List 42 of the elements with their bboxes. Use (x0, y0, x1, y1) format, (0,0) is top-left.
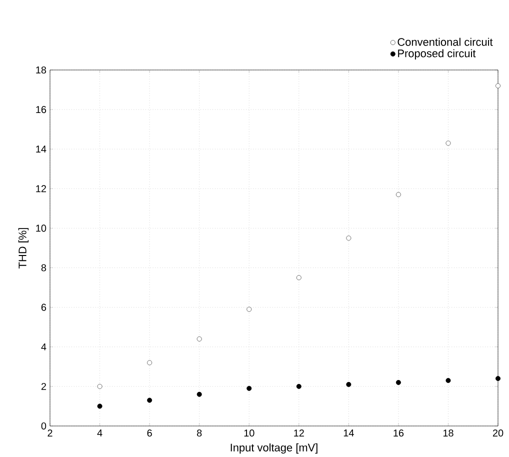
point (346, 236, 352, 241)
x-tick-label: 20 (492, 430, 504, 437)
point (196, 392, 202, 397)
x-tick-label: 6 (147, 430, 152, 437)
x-tick-label: 8 (197, 430, 202, 437)
point (97, 384, 102, 389)
x-axis-title: Input voltage [mV] (230, 443, 318, 454)
x-tick-label: 18 (443, 430, 454, 437)
point (496, 83, 501, 88)
point (346, 382, 352, 387)
point (196, 336, 202, 342)
x-tick-label: 14 (344, 430, 354, 436)
point (97, 404, 102, 409)
y-tick-label: 4 (41, 343, 46, 350)
point (246, 386, 252, 391)
x-tick-label: 16 (394, 430, 404, 437)
y-tick-label: 14 (36, 146, 46, 153)
x-tick-label: 12 (294, 430, 304, 436)
point (296, 275, 302, 280)
point (446, 140, 451, 146)
y-tick-label: 10 (36, 224, 46, 232)
point (396, 380, 401, 386)
point (296, 384, 302, 389)
x-tick-label: 4 (97, 430, 102, 436)
legend-label: Conventional circuit (398, 38, 493, 46)
x-tick-label: 10 (244, 430, 254, 437)
y-tick-label: 6 (41, 304, 46, 311)
legend-label: Proposed circuit (398, 49, 476, 60)
y-tick-label: 16 (36, 106, 46, 114)
y-axis-title: THD [%] (18, 228, 29, 268)
point (147, 398, 152, 403)
y-tick-label: 18 (36, 66, 46, 74)
y-tick-label: 0 (41, 422, 46, 430)
y-tick-label: 12 (36, 185, 46, 192)
point (446, 378, 451, 384)
point (496, 376, 501, 382)
y-tick-label: 2 (41, 382, 46, 390)
point (396, 192, 401, 198)
point (147, 360, 152, 366)
x-tick-label: 2 (48, 430, 52, 436)
point (246, 306, 252, 312)
y-tick-label: 8 (41, 264, 46, 272)
